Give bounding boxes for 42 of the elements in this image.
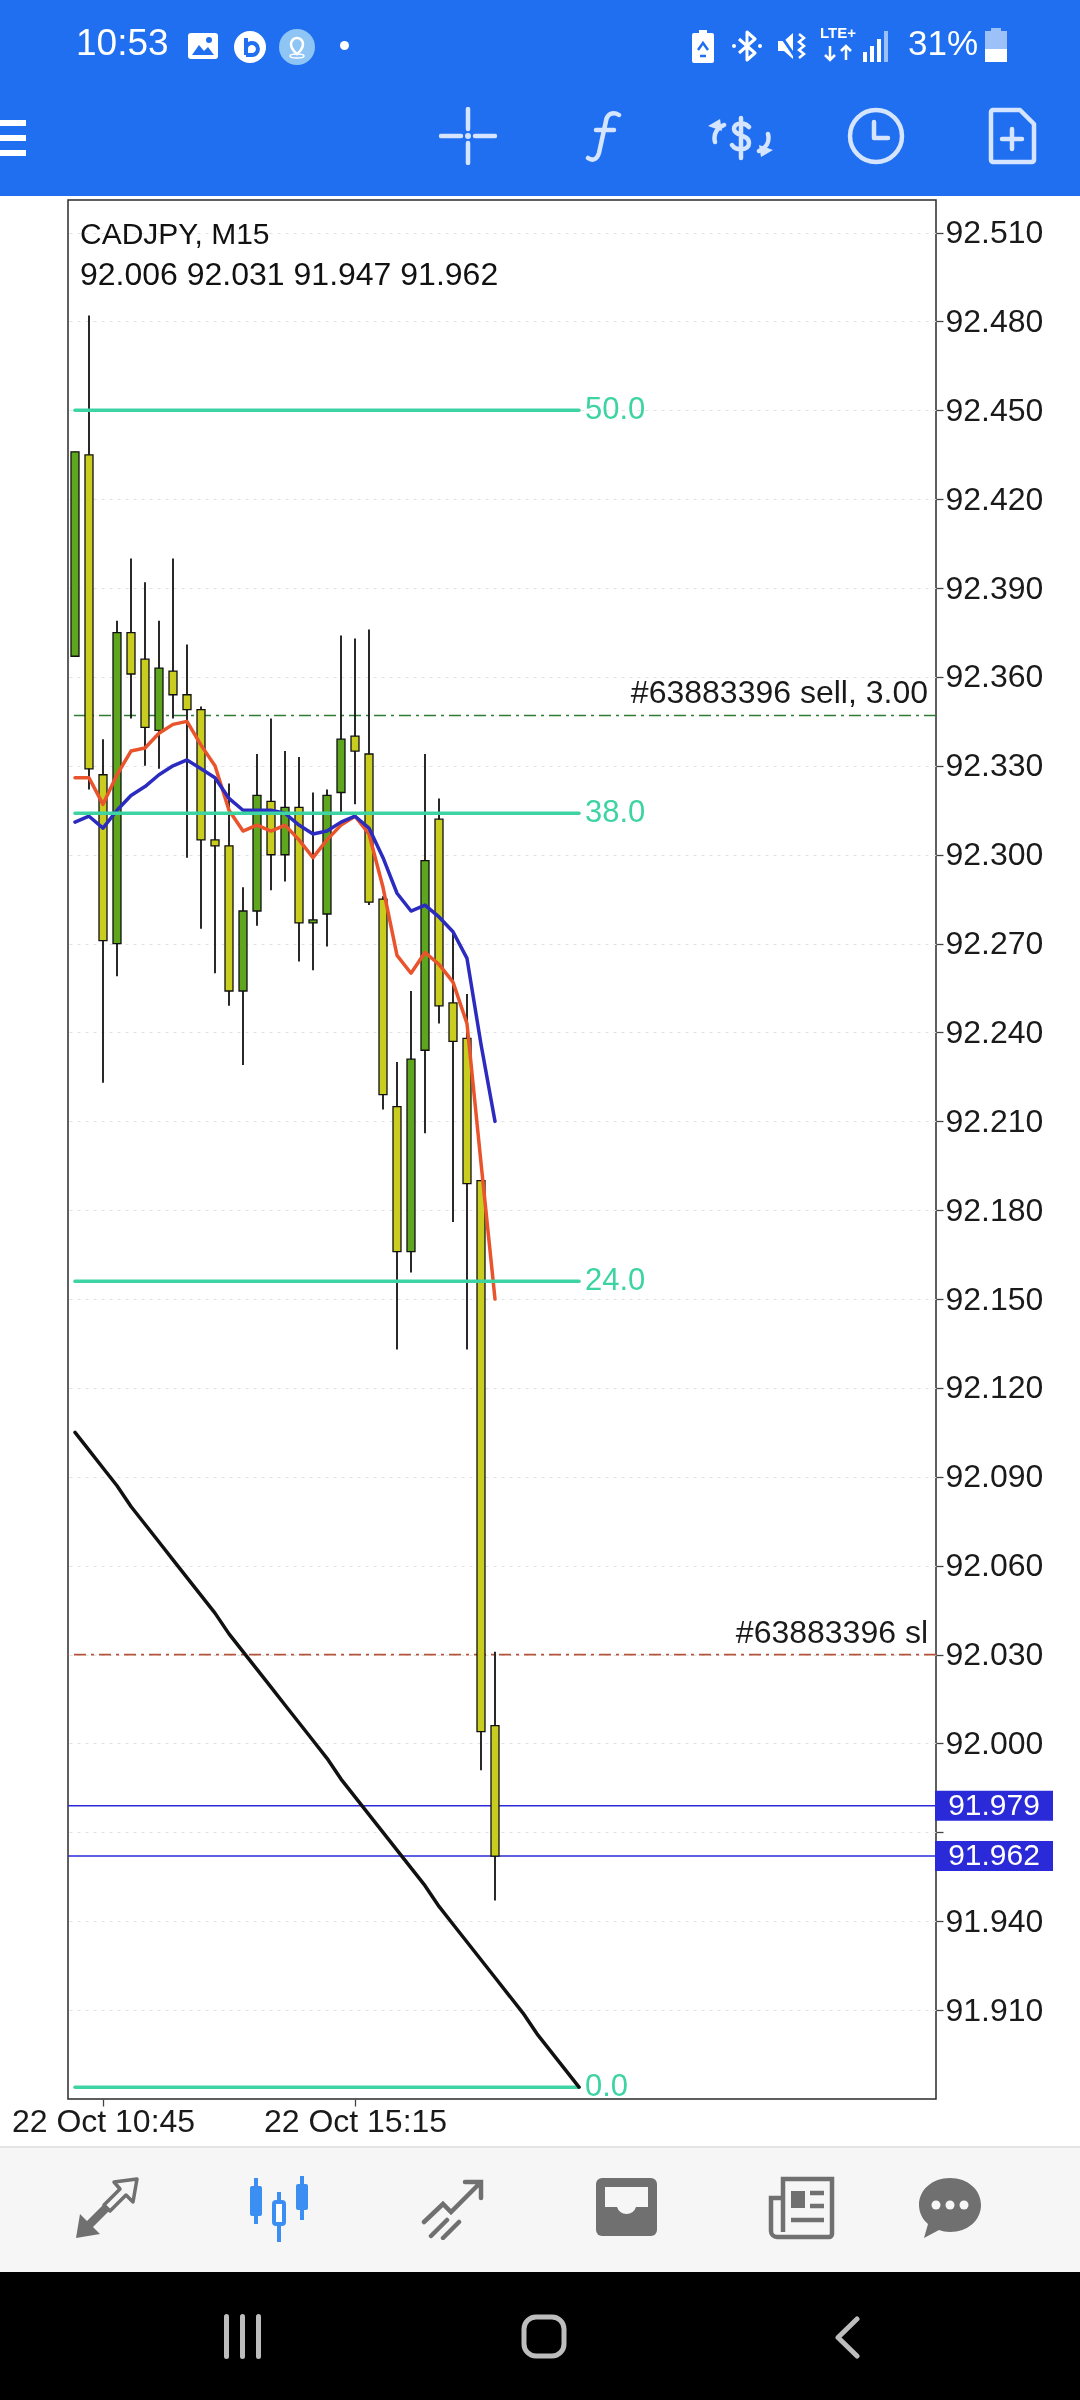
y-tick-label: 92.450	[945, 391, 1044, 428]
y-tick-label: 92.420	[945, 480, 1044, 517]
y-tick-label: 92.030	[945, 1636, 1044, 1673]
series-label: 0.0	[585, 2068, 629, 2104]
y-tick-label: 92.090	[945, 1458, 1044, 1495]
text: 92.006 92.031 91.947 91.962	[80, 256, 499, 292]
y-tick-label: 92.480	[945, 302, 1044, 339]
ref-line-label: #63883396 sell, 3.00	[630, 674, 928, 711]
candlestick	[308, 791, 318, 972]
series-label: 38.0	[585, 794, 646, 830]
line-series	[73, 1430, 581, 2089]
text: CADJPY, M15	[80, 217, 270, 250]
y-tick-label: 92.240	[945, 1013, 1044, 1050]
ref-line-label: #63883396 sl	[735, 1613, 928, 1650]
ref-line-label: 91.979	[948, 1787, 1040, 1821]
y-tick-label: 92.270	[945, 925, 1044, 962]
y-tick-label: 92.210	[945, 1102, 1044, 1139]
y-tick-label: 91.940	[945, 1902, 1044, 1939]
candlestick	[350, 637, 360, 806]
y-tick-label: 92.120	[945, 1369, 1044, 1406]
y-tick-label: 92.300	[945, 836, 1044, 873]
y-tick-label: 92.330	[945, 747, 1044, 784]
y-tick-label: 91.910	[945, 1991, 1044, 2028]
line-series	[73, 758, 497, 1124]
series-label: 50.0	[585, 391, 646, 427]
candlestick	[182, 643, 192, 859]
text: 10:53	[76, 22, 169, 63]
x-tick-label: 22 Oct 15:15	[263, 2102, 448, 2139]
text: 31%	[908, 23, 979, 62]
ref-line-label: 91.962	[948, 1838, 1040, 1872]
y-tick-label: 92.150	[945, 1280, 1044, 1317]
text: LTE+	[820, 24, 856, 41]
x-tick-label: 22 Oct 10:45	[11, 2102, 196, 2139]
line-series	[73, 719, 497, 1301]
series-label: 24.0	[585, 1262, 646, 1298]
y-tick-label: 92.060	[945, 1547, 1044, 1584]
y-tick-label: 92.510	[945, 214, 1044, 251]
y-tick-label: 92.000	[945, 1724, 1044, 1761]
candlestick	[168, 557, 178, 720]
y-tick-label: 92.180	[945, 1191, 1044, 1228]
y-tick-label: 92.360	[945, 658, 1044, 695]
y-tick-label: 92.390	[945, 569, 1044, 606]
